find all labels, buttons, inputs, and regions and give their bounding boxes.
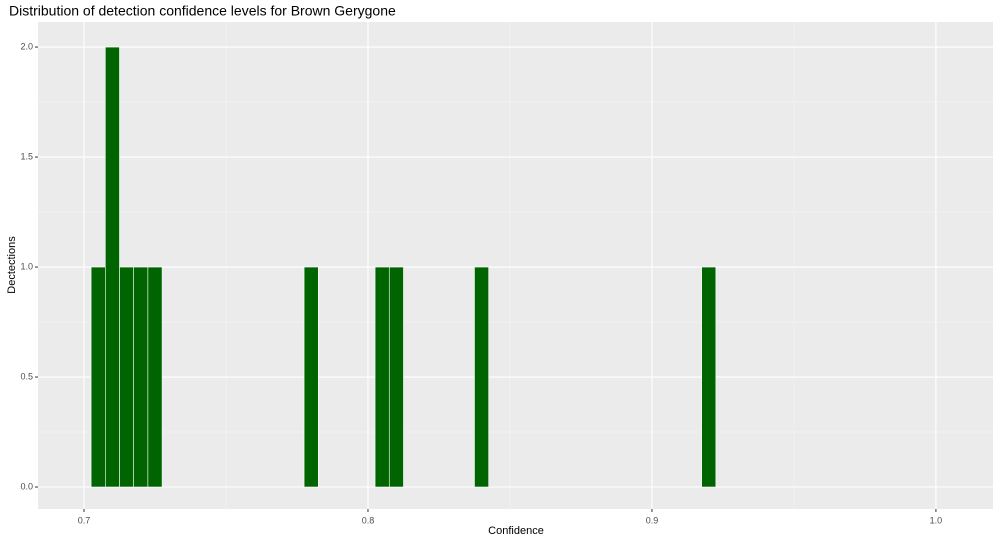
bar <box>701 266 717 488</box>
bar <box>133 266 149 488</box>
bar <box>119 266 134 488</box>
y-tick-label: 0.5 <box>20 371 33 381</box>
bar <box>303 266 319 488</box>
y-tick-label: 1.5 <box>20 151 33 161</box>
bar <box>388 266 404 488</box>
chart-title: Distribution of detection confidence lev… <box>9 3 396 19</box>
x-tick-label: 0.9 <box>646 515 659 525</box>
x-axis-title: Confidence <box>488 525 544 537</box>
bar <box>90 266 106 488</box>
panel <box>38 22 993 509</box>
y-tick-label: 1.0 <box>20 261 33 271</box>
y-tick-label: 2.0 <box>20 41 33 51</box>
x-tick-label: 0.8 <box>362 515 375 525</box>
y-axis-title: Dectections <box>6 236 18 294</box>
bar <box>147 266 163 488</box>
bar <box>474 266 489 488</box>
x-tick-label: 1.0 <box>930 515 943 525</box>
y-tick-label: 0.0 <box>20 481 33 491</box>
x-tick-label: 0.7 <box>78 515 91 525</box>
bar <box>105 46 120 488</box>
bar <box>374 266 390 488</box>
